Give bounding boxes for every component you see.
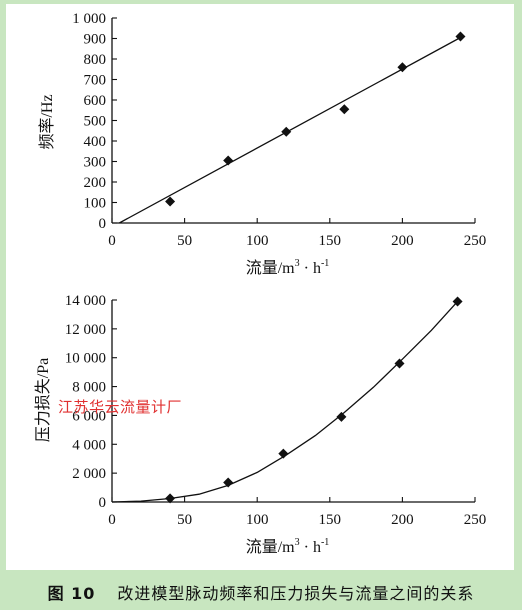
chart-pressure-loss: 0 2 000 4 000 6 000 8 000 10 000 12 000 14 000 0… [34, 293, 486, 556]
x-tick-label: 150 [319, 512, 342, 528]
y-tick-label: 6 000 [72, 408, 106, 424]
x-tick-label: 100 [246, 512, 269, 528]
figure-caption: 图 10 改进模型脉动频率和压力损失与流量之间的关系 [0, 574, 522, 610]
x-tick-label: 200 [391, 233, 414, 249]
figure-number: 图 10 [47, 584, 96, 603]
y-tick-label: 800 [84, 52, 107, 68]
x-axis-label-sup: 3 [295, 258, 300, 269]
fit-curve [111, 300, 459, 503]
x-tick-label: 150 [319, 233, 342, 249]
y-tick-label: 600 [84, 93, 107, 109]
x-axis-label-sup: -1 [321, 258, 329, 269]
x-axis-label: 流量/m3 · h-1 [246, 258, 330, 277]
y-tick-label: 700 [84, 73, 107, 89]
y-tick-label: 900 [84, 32, 107, 48]
y-tick-label: 10 000 [65, 351, 106, 367]
x-axis-label-sup: 3 [295, 537, 300, 548]
y-tick-label: 400 [84, 134, 107, 150]
y-tick-label: 4 000 [72, 437, 106, 453]
y-axis-label: 频率/Hz [38, 94, 56, 149]
x-axis-label-mid: · h [300, 260, 321, 277]
fit-line [118, 36, 461, 224]
data-point [336, 411, 347, 422]
data-point [394, 358, 405, 369]
data-point [339, 104, 350, 115]
data-point [223, 477, 234, 488]
x-tick-label: 200 [391, 512, 414, 528]
y-tick-label: 500 [84, 114, 107, 130]
y-tick-label: 14 000 [65, 293, 106, 309]
y-tick-label: 100 [84, 196, 107, 212]
data-point [165, 196, 176, 207]
y-tick-label: 8 000 [72, 380, 106, 396]
y-tick-label: 300 [84, 155, 107, 171]
x-axis-label-mid: · h [300, 539, 321, 556]
data-point [278, 448, 289, 459]
x-axis-label-main: 流量/m [246, 259, 295, 277]
y-tick-label: 200 [84, 175, 107, 191]
chart-frequency: 0 100 200 300 400 500 600 700 800 900 1 000 0 50 100 1… [38, 11, 486, 277]
x-axis-label-main: 流量/m [246, 538, 295, 556]
x-tick-label: 0 [108, 233, 116, 249]
x-axis-label-sup: -1 [321, 537, 329, 548]
x-tick-label: 250 [464, 233, 487, 249]
y-tick-label: 0 [99, 495, 107, 511]
x-tick-label: 100 [246, 233, 269, 249]
figure-title: 改进模型脉动频率和压力损失与流量之间的关系 [117, 584, 475, 603]
watermark-text: 江苏华云流量计厂 [58, 398, 183, 416]
x-tick-label: 250 [464, 512, 487, 528]
y-tick-label: 12 000 [65, 322, 106, 338]
y-tick-label: 1 000 [72, 11, 106, 27]
figure-frame [6, 4, 514, 570]
data-point [397, 62, 408, 73]
y-axis-label: 压力损失/Pa [34, 358, 52, 442]
y-tick-label: 0 [99, 216, 107, 232]
x-tick-label: 0 [108, 512, 116, 528]
y-tick-label: 2 000 [72, 466, 106, 482]
x-tick-label: 50 [177, 512, 192, 528]
x-tick-label: 50 [177, 233, 192, 249]
x-axis-label: 流量/m3 · h-1 [246, 537, 330, 556]
